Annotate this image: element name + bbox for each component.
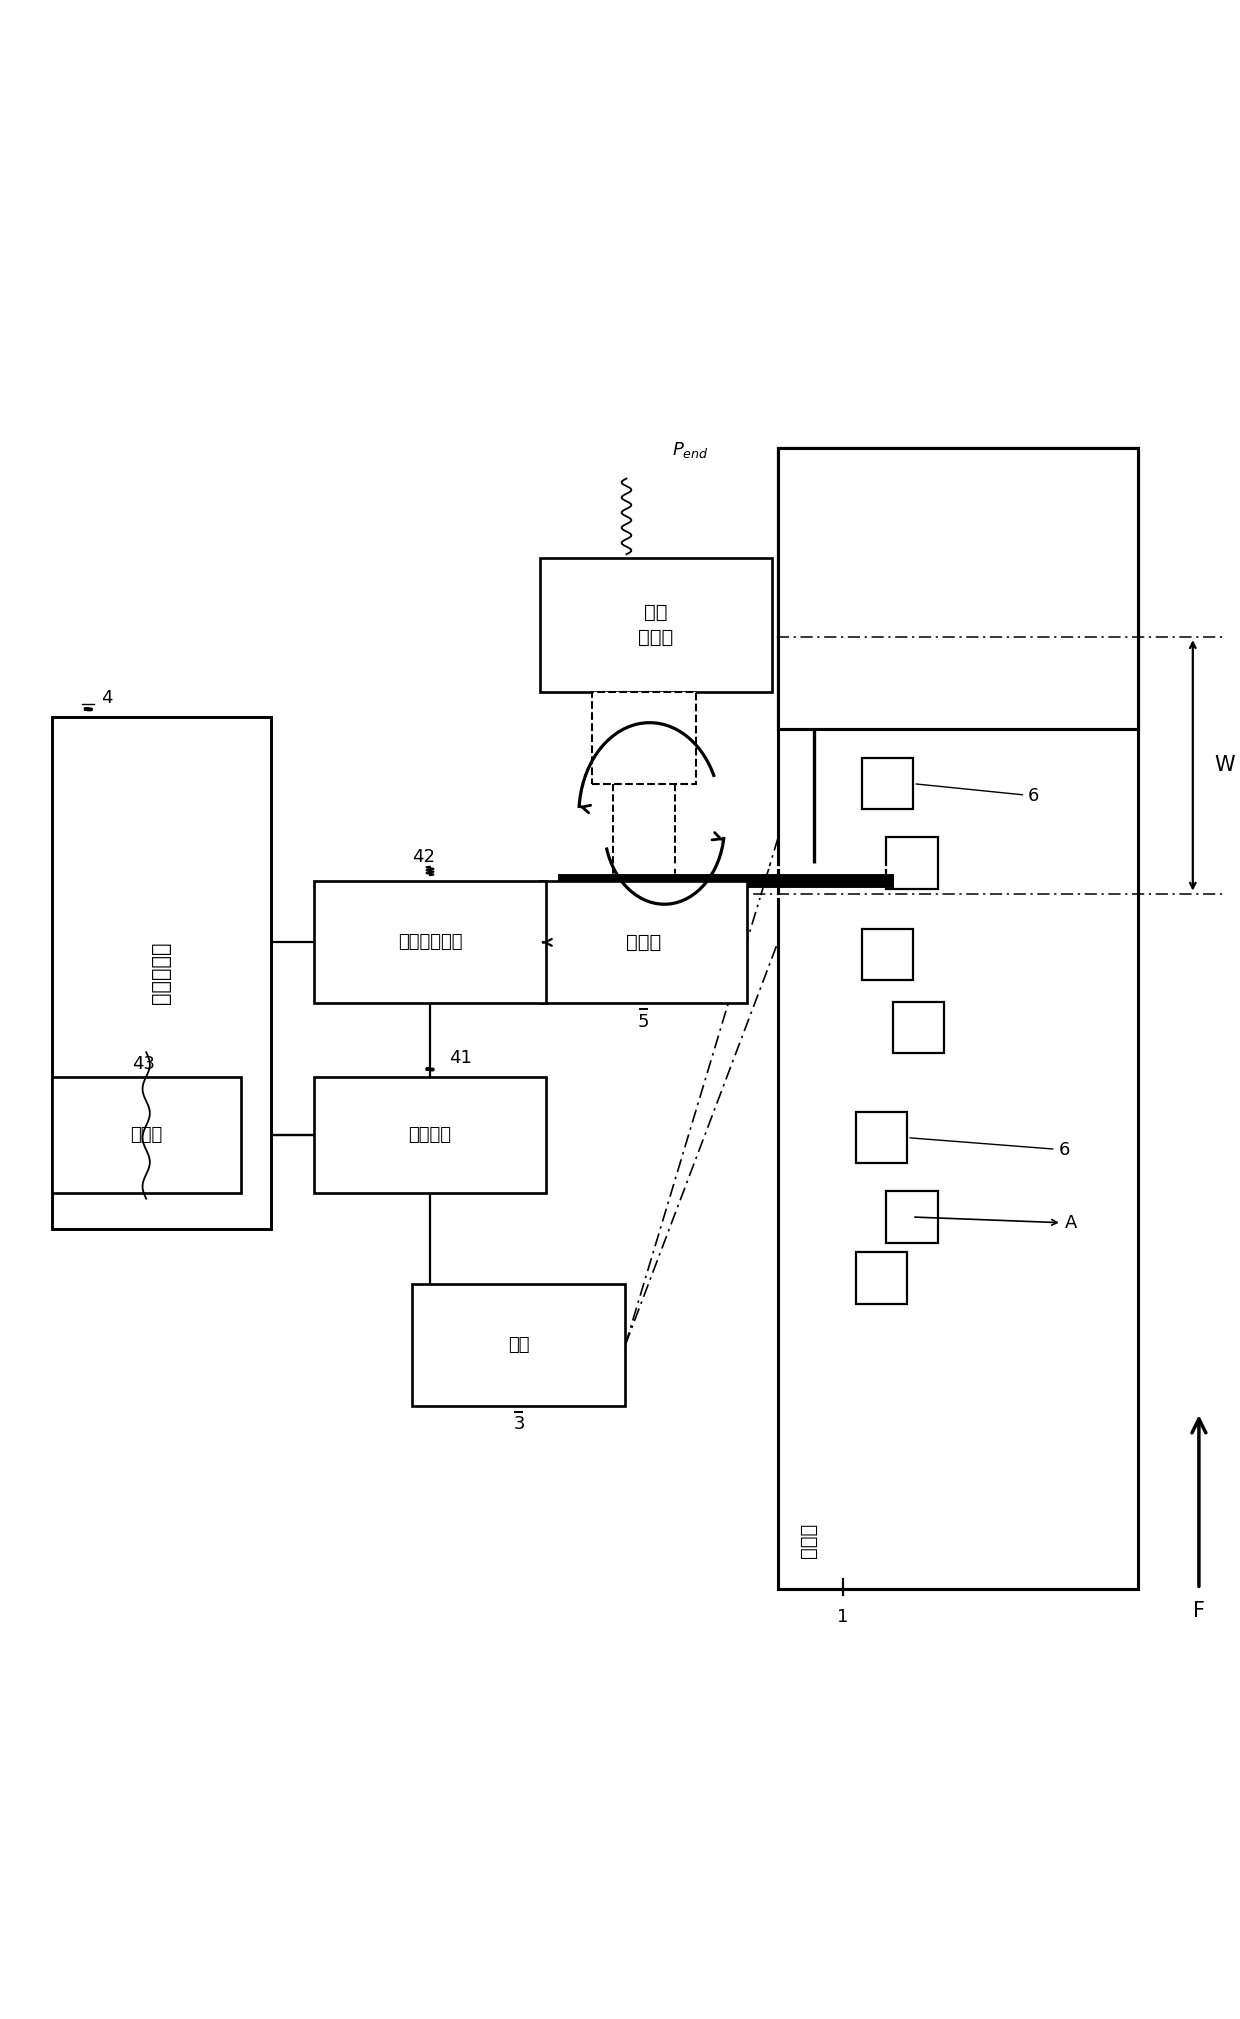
FancyBboxPatch shape [887,838,937,888]
Text: 1: 1 [837,1607,848,1625]
FancyBboxPatch shape [777,448,1138,729]
Text: 42: 42 [413,848,435,866]
Text: 目标
点位置: 目标 点位置 [639,604,673,646]
FancyBboxPatch shape [593,693,696,783]
FancyBboxPatch shape [314,882,546,1003]
Text: 相机: 相机 [507,1337,529,1355]
Text: 6: 6 [910,1139,1070,1159]
Text: 图像处理: 图像处理 [408,1127,451,1143]
Text: 机器人: 机器人 [626,933,661,951]
FancyBboxPatch shape [539,557,771,693]
Text: 3: 3 [513,1415,525,1433]
Text: 工业计算机: 工业计算机 [151,941,171,1003]
Text: 6: 6 [916,783,1039,806]
FancyBboxPatch shape [887,1191,937,1242]
FancyBboxPatch shape [862,757,914,810]
FancyBboxPatch shape [862,929,914,979]
FancyBboxPatch shape [412,1284,625,1405]
FancyBboxPatch shape [893,1001,944,1054]
FancyBboxPatch shape [52,717,272,1230]
FancyBboxPatch shape [52,1076,241,1193]
FancyBboxPatch shape [856,1112,908,1163]
Text: W: W [1215,755,1235,775]
Text: 5: 5 [637,1014,650,1032]
Text: 41: 41 [449,1050,472,1068]
Text: 43: 43 [131,1056,155,1074]
Text: 4: 4 [100,688,113,707]
Text: 传送带: 传送带 [799,1522,818,1559]
FancyBboxPatch shape [539,882,748,1003]
Text: 存储器: 存储器 [130,1127,162,1143]
Text: A: A [915,1213,1078,1232]
Text: $P_{end}$: $P_{end}$ [672,440,708,460]
Text: 机器人控制器: 机器人控制器 [398,933,463,951]
Text: F: F [1193,1601,1205,1621]
FancyBboxPatch shape [777,448,1138,1589]
FancyBboxPatch shape [314,1076,546,1193]
FancyBboxPatch shape [856,1252,908,1304]
